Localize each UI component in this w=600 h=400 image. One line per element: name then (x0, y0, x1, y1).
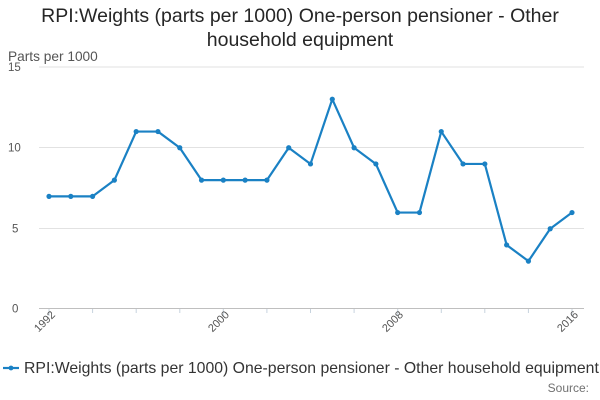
svg-text:10: 10 (8, 143, 21, 155)
svg-text:0: 0 (12, 304, 18, 316)
svg-text:15: 15 (8, 62, 21, 74)
svg-text:5: 5 (12, 224, 18, 236)
